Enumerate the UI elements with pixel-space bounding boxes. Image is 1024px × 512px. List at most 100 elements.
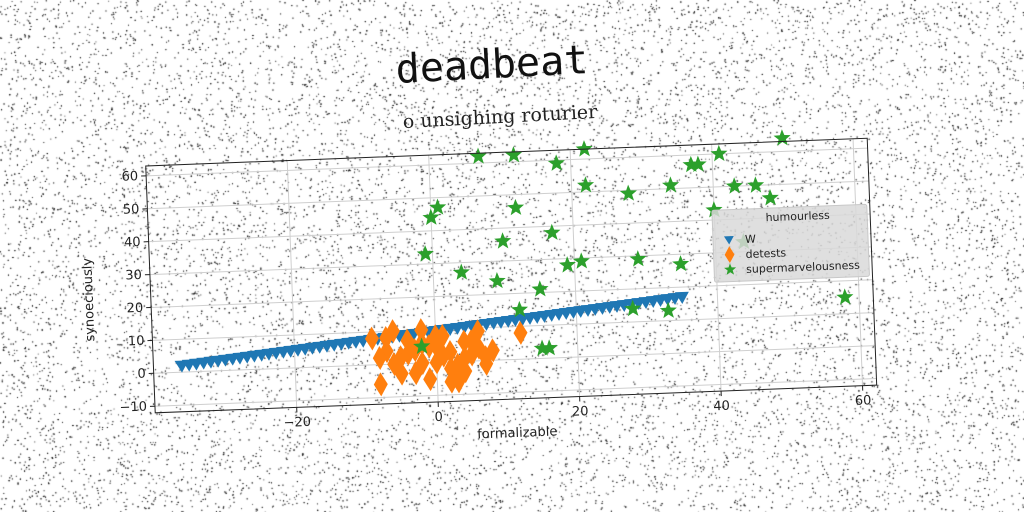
data-point xyxy=(547,154,565,171)
data-point xyxy=(413,337,431,355)
legend-label: W xyxy=(745,233,756,246)
data-point xyxy=(513,320,528,345)
legend-title: humourless xyxy=(765,209,830,224)
y-tick-label: 0 xyxy=(137,367,146,382)
data-point xyxy=(394,361,409,386)
legend-marker xyxy=(723,235,734,245)
legend-marker xyxy=(724,246,735,264)
data-point xyxy=(408,361,423,386)
y-gridline xyxy=(154,378,877,407)
chart-subtitle: o unsighing roturier xyxy=(402,101,598,133)
data-point xyxy=(372,346,387,371)
x-gridline xyxy=(569,149,581,397)
plot-frame xyxy=(145,137,878,414)
data-point xyxy=(379,339,394,364)
data-point xyxy=(575,140,593,157)
legend-label: supermarvelousness xyxy=(746,259,860,276)
y-tick-label: 40 xyxy=(124,235,141,251)
data-point xyxy=(470,319,485,344)
data-point xyxy=(457,346,472,371)
data-point xyxy=(710,144,728,162)
data-point xyxy=(429,198,447,216)
data-point xyxy=(533,339,551,356)
data-point xyxy=(504,146,523,163)
data-point xyxy=(488,271,506,289)
data-point xyxy=(385,319,400,344)
data-point xyxy=(689,155,707,172)
data-point xyxy=(543,223,561,241)
data-point xyxy=(747,176,765,193)
data-point xyxy=(761,189,779,206)
y-tick-label: −10 xyxy=(119,400,147,416)
data-point xyxy=(379,326,394,351)
data-point xyxy=(577,176,595,193)
chart-title: deadbeat xyxy=(395,37,590,93)
data-point xyxy=(629,250,647,267)
legend-label: detests xyxy=(745,246,786,261)
y-gridline xyxy=(146,147,868,177)
y-tick-label: 20 xyxy=(126,301,143,317)
y-gridline xyxy=(153,345,876,374)
y-axis-label: synoeciously xyxy=(80,257,98,342)
y-gridline xyxy=(152,312,874,341)
legend-marker xyxy=(724,263,737,275)
x-tick-label: 20 xyxy=(572,404,589,420)
data-point xyxy=(624,299,642,317)
data-point xyxy=(423,367,438,392)
data-point xyxy=(414,318,429,343)
data-point xyxy=(407,338,422,363)
data-point xyxy=(457,329,472,354)
data-point xyxy=(416,245,434,262)
data-point xyxy=(485,338,500,363)
y-tick-label: 50 xyxy=(123,202,140,218)
data-point xyxy=(429,350,444,375)
data-point xyxy=(540,339,558,356)
data-point xyxy=(464,342,479,367)
series-detests xyxy=(364,318,528,397)
y-tick-label: 60 xyxy=(121,169,138,185)
legend-box xyxy=(711,203,870,283)
data-point xyxy=(400,341,415,366)
y-gridline xyxy=(147,180,869,210)
data-point xyxy=(836,288,854,305)
x-tick-label: −20 xyxy=(283,415,311,431)
data-marks xyxy=(174,129,854,397)
data-point xyxy=(435,323,450,348)
data-point xyxy=(510,300,529,318)
y-tick-label: 10 xyxy=(128,334,145,350)
data-point xyxy=(443,340,458,365)
y-gridline xyxy=(151,279,873,308)
data-point xyxy=(572,252,590,269)
x-gridline xyxy=(286,160,298,408)
data-point xyxy=(471,335,486,360)
x-tick-label: 40 xyxy=(713,399,730,415)
data-point xyxy=(659,301,677,319)
data-point xyxy=(422,208,440,226)
data-point xyxy=(452,263,470,280)
data-point xyxy=(531,280,549,297)
data-point xyxy=(429,333,443,358)
data-point xyxy=(451,369,466,394)
data-point xyxy=(725,177,743,194)
data-point xyxy=(494,232,512,249)
data-point xyxy=(661,176,680,193)
x-tick-label: 60 xyxy=(855,393,872,409)
data-point xyxy=(558,256,576,273)
data-point xyxy=(415,350,430,375)
data-point xyxy=(619,184,637,202)
x-axis-label: formalizable xyxy=(477,424,558,442)
data-point xyxy=(507,198,525,216)
data-point xyxy=(394,345,409,370)
data-point xyxy=(364,326,379,351)
data-point xyxy=(674,291,689,304)
y-tick-label: 30 xyxy=(125,268,142,284)
ticks: −20 0 20 40 60 −10 0 10 20 30 40 50 60 xyxy=(119,169,872,431)
data-point xyxy=(469,147,487,165)
data-point xyxy=(373,372,388,397)
data-point xyxy=(672,255,690,272)
data-point xyxy=(479,351,494,376)
